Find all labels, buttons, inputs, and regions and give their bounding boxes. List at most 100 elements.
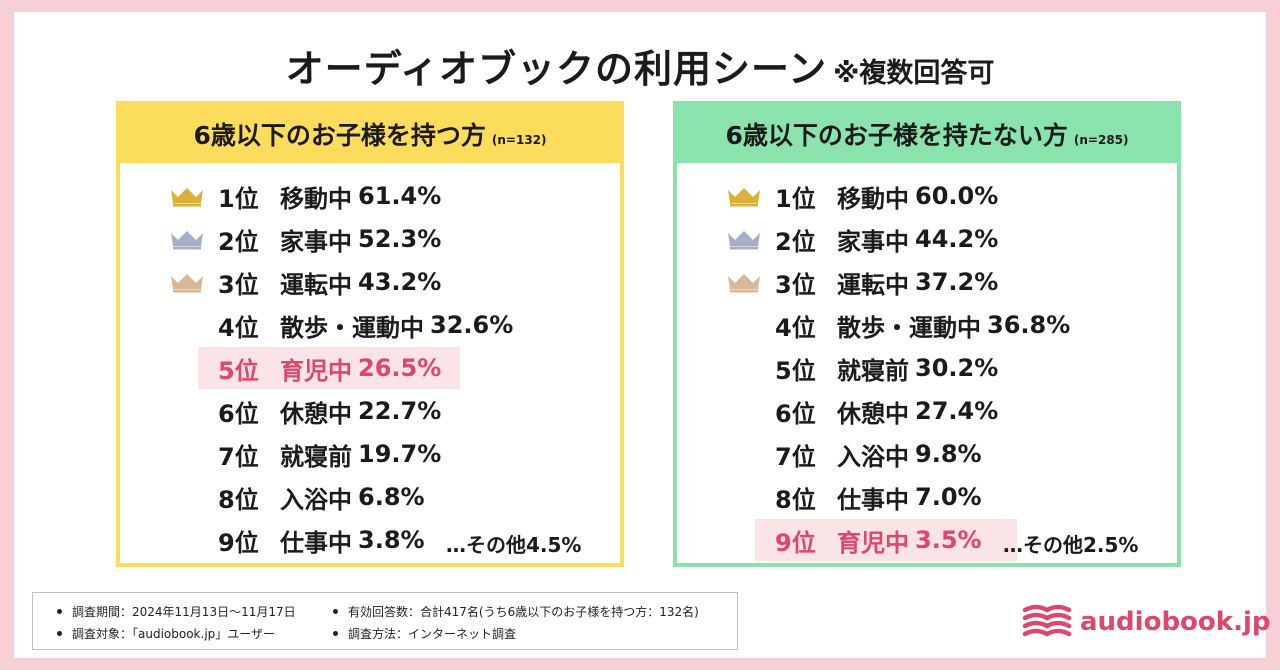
highlight-band xyxy=(755,519,1017,561)
rank-row: 2位 家事中 52.3% xyxy=(168,220,441,258)
rank-row: 7位 入浴中 9.8% xyxy=(725,435,982,473)
rank-row: 8位 入浴中 6.8% xyxy=(168,478,425,516)
rank-value: 3.8% xyxy=(358,526,425,554)
rank-value: 36.8% xyxy=(987,311,1071,339)
silver-crown-icon xyxy=(725,228,763,250)
rank-value: 3.5% xyxy=(915,526,982,554)
rank-position: 3位 xyxy=(775,270,816,299)
rank-row: 8位 仕事中 7.0% xyxy=(725,478,982,516)
rank-position: 2位 xyxy=(775,227,816,256)
rank-position: 8位 xyxy=(218,485,259,514)
rank-position: 1位 xyxy=(218,184,259,213)
rank-row: 5位 就寝前 30.2% xyxy=(725,349,998,387)
page-title: オーディオブックの利用シーン ※複数回答可 xyxy=(14,38,1266,93)
rank-scene: 移動中 xyxy=(837,184,909,213)
survey-notes: 調査期間：2024年11月13日〜11月17日 調査対象：「audiobook.… xyxy=(32,592,738,650)
other-note: …その他4.5% xyxy=(446,533,582,557)
rank-scene: 育児中 xyxy=(280,356,352,385)
rank-position: 9位 xyxy=(775,528,816,557)
logo-text: audiobook.jp xyxy=(1080,607,1271,637)
rank-scene: 休憩中 xyxy=(280,399,352,428)
rank-row: 5位 育児中 26.5% xyxy=(168,349,441,387)
rank-value: 44.2% xyxy=(915,225,999,253)
rank-position: 6位 xyxy=(218,399,259,428)
rank-position: 7位 xyxy=(775,442,816,471)
rank-scene: 散歩・運動中 xyxy=(837,313,981,342)
rank-row: 9位 育児中 3.5% xyxy=(725,521,982,559)
rank-row: 6位 休憩中 27.4% xyxy=(725,392,998,430)
infographic-canvas: オーディオブックの利用シーン ※複数回答可 6歳以下のお子様を持つ方 (n=132… xyxy=(14,12,1270,658)
rank-row: 2位 家事中 44.2% xyxy=(725,220,998,258)
rank-value: 30.2% xyxy=(915,354,999,382)
rank-value: 9.8% xyxy=(915,440,982,468)
silver-crown-icon xyxy=(168,228,206,250)
rank-row: 1位 移動中 60.0% xyxy=(725,177,998,215)
book-stack-icon xyxy=(1022,604,1072,637)
rank-position: 9位 xyxy=(218,528,259,557)
rank-value: 60.0% xyxy=(915,182,999,210)
rank-scene: 運転中 xyxy=(280,270,352,299)
gold-crown-icon xyxy=(168,185,206,207)
title-main: オーディオブックの利用シーン xyxy=(285,47,828,91)
survey-method: 調査方法：インターネット調査 xyxy=(333,625,516,642)
rank-row: 6位 休憩中 22.7% xyxy=(168,392,441,430)
rank-value: 6.8% xyxy=(358,483,425,511)
rank-position: 5位 xyxy=(218,356,259,385)
panel-with-children: 6歳以下のお子様を持つ方 (n=132) 1位 移動中 61.4% 2位 家事中 52.3… xyxy=(116,101,624,567)
rank-value: 43.2% xyxy=(358,268,442,296)
rank-scene: 仕事中 xyxy=(837,485,909,514)
rank-scene: 家事中 xyxy=(837,227,909,256)
rank-scene: 就寝前 xyxy=(837,356,909,385)
gold-crown-icon xyxy=(725,185,763,207)
rank-value: 19.7% xyxy=(358,440,442,468)
panel-without-children: 6歳以下のお子様を持たない方 (n=285) 1位 移動中 60.0% 2位 家事中 44… xyxy=(673,101,1181,567)
panel-title: 6歳以下のお子様を持たない方 xyxy=(725,121,1068,150)
rank-row: 1位 移動中 61.4% xyxy=(168,177,441,215)
rank-scene: 運転中 xyxy=(837,270,909,299)
panel-sample-size: (n=132) xyxy=(491,133,547,147)
rank-scene: 入浴中 xyxy=(280,485,352,514)
rank-value: 61.4% xyxy=(358,182,442,210)
rank-row: 4位 散歩・運動中 36.8% xyxy=(725,306,1070,344)
rank-position: 3位 xyxy=(218,270,259,299)
bronze-crown-icon xyxy=(168,271,206,293)
survey-target: 調査対象：「audiobook.jp」ユーザー xyxy=(57,625,275,642)
survey-period: 調査期間：2024年11月13日〜11月17日 xyxy=(57,603,296,620)
rank-scene: 移動中 xyxy=(280,184,352,213)
panel-header: 6歳以下のお子様を持たない方 (n=285) xyxy=(677,105,1177,163)
rank-scene: 育児中 xyxy=(837,528,909,557)
other-note: …その他2.5% xyxy=(1003,533,1139,557)
rank-position: 8位 xyxy=(775,485,816,514)
rank-row: 4位 散歩・運動中 32.6% xyxy=(168,306,513,344)
rank-value: 26.5% xyxy=(358,354,442,382)
rank-value: 52.3% xyxy=(358,225,442,253)
survey-respondents: 有効回答数：合計417名(うち6歳以下のお子様を持つ方：132名) xyxy=(333,603,699,620)
rank-scene: 休憩中 xyxy=(837,399,909,428)
rank-position: 1位 xyxy=(775,184,816,213)
rank-scene: 入浴中 xyxy=(837,442,909,471)
rank-position: 7位 xyxy=(218,442,259,471)
rank-scene: 仕事中 xyxy=(280,528,352,557)
rank-row: 9位 仕事中 3.8% xyxy=(168,521,425,559)
audiobook-logo: audiobook.jp xyxy=(1022,602,1270,642)
rank-value: 32.6% xyxy=(430,311,514,339)
rank-position: 2位 xyxy=(218,227,259,256)
panel-sample-size: (n=285) xyxy=(1073,133,1129,147)
rank-value: 22.7% xyxy=(358,397,442,425)
rank-row: 7位 就寝前 19.7% xyxy=(168,435,441,473)
rank-value: 7.0% xyxy=(915,483,982,511)
rank-value: 37.2% xyxy=(915,268,999,296)
rank-scene: 就寝前 xyxy=(280,442,352,471)
rank-value: 27.4% xyxy=(915,397,999,425)
title-note: ※複数回答可 xyxy=(833,58,995,89)
rank-position: 5位 xyxy=(775,356,816,385)
rank-position: 6位 xyxy=(775,399,816,428)
rank-position: 4位 xyxy=(218,313,259,342)
panel-title: 6歳以下のお子様を持つ方 xyxy=(193,121,486,150)
panel-header: 6歳以下のお子様を持つ方 (n=132) xyxy=(120,105,620,163)
rank-position: 4位 xyxy=(775,313,816,342)
rank-scene: 家事中 xyxy=(280,227,352,256)
rank-row: 3位 運転中 37.2% xyxy=(725,263,998,301)
highlight-band xyxy=(198,347,460,389)
rank-row: 3位 運転中 43.2% xyxy=(168,263,441,301)
